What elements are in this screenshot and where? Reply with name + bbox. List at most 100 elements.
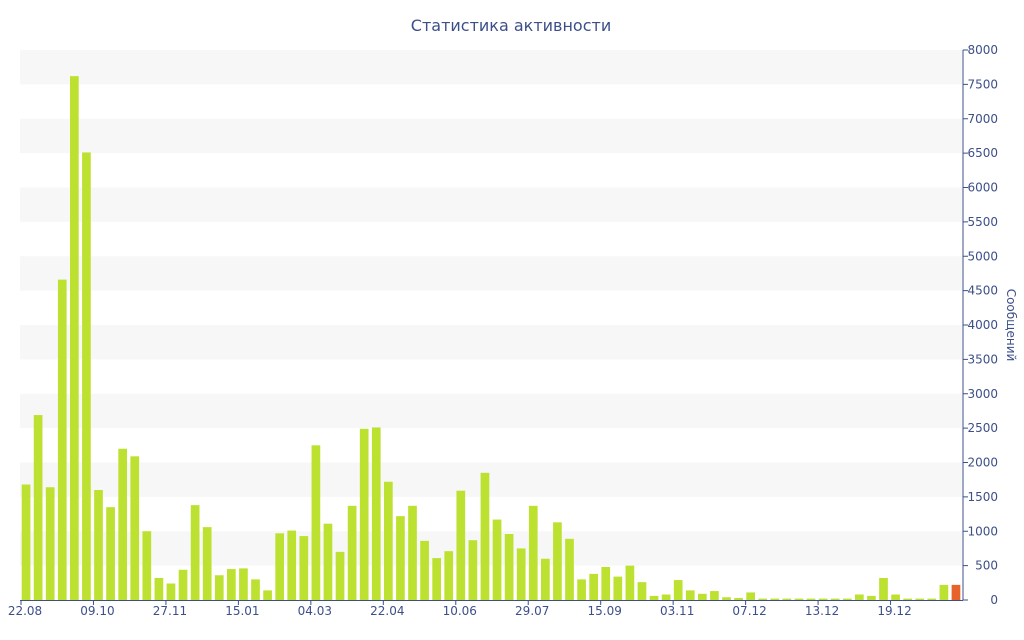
- bar[interactable]: [468, 540, 478, 600]
- y-tick-label: 8000: [967, 43, 998, 57]
- x-tick-label: 13.12: [805, 604, 839, 618]
- bar[interactable]: [504, 534, 514, 600]
- bar[interactable]: [661, 594, 671, 601]
- bar[interactable]: [553, 522, 562, 600]
- bar[interactable]: [384, 481, 393, 600]
- grid-band: [20, 187, 962, 222]
- bar[interactable]: [818, 598, 828, 601]
- bar[interactable]: [734, 597, 743, 600]
- bar[interactable]: [154, 578, 164, 600]
- bar[interactable]: [347, 505, 357, 600]
- bar[interactable]: [601, 567, 611, 600]
- bar[interactable]: [649, 595, 659, 601]
- bar[interactable]: [565, 538, 574, 600]
- bar[interactable]: [589, 573, 599, 601]
- x-tick-label: 04.03: [298, 604, 332, 618]
- y-tick-label: 4000: [967, 318, 998, 332]
- bar[interactable]: [480, 472, 490, 600]
- grid-band: [20, 256, 962, 291]
- x-axis: 22.08 09.10 27.11 15.01 04.03 22.04 10.06 29.07…: [8, 600, 963, 618]
- bar[interactable]: [130, 456, 140, 600]
- bar[interactable]: [456, 490, 466, 600]
- bar[interactable]: [118, 448, 128, 600]
- bar[interactable]: [82, 152, 91, 600]
- grid-band: [20, 118, 962, 154]
- bar[interactable]: [299, 536, 309, 600]
- bar[interactable]: [432, 558, 442, 600]
- bar[interactable]: [891, 594, 900, 601]
- bar[interactable]: [33, 415, 43, 600]
- bar[interactable]: [214, 575, 224, 600]
- bar[interactable]: [867, 595, 876, 601]
- bar[interactable]: [613, 576, 623, 601]
- bar[interactable]: [625, 565, 635, 601]
- bar[interactable]: [178, 569, 188, 600]
- bar-current[interactable]: [951, 584, 961, 601]
- bar[interactable]: [855, 594, 864, 601]
- bar[interactable]: [359, 428, 369, 600]
- bar[interactable]: [251, 579, 260, 601]
- bar[interactable]: [806, 598, 816, 601]
- x-tick-label: 03.11: [660, 604, 694, 618]
- bar[interactable]: [444, 551, 454, 600]
- bar[interactable]: [311, 445, 321, 600]
- y-tick-label: 6000: [967, 181, 998, 195]
- bar[interactable]: [57, 279, 67, 601]
- bar[interactable]: [637, 582, 647, 601]
- x-tick-label: 09.10: [80, 604, 114, 618]
- bar[interactable]: [275, 533, 285, 600]
- bar[interactable]: [263, 590, 272, 601]
- y-tick-label: 2000: [967, 456, 998, 470]
- bar[interactable]: [239, 568, 248, 601]
- y-tick-label: 7000: [967, 112, 998, 126]
- bar[interactable]: [698, 593, 707, 600]
- bar[interactable]: [758, 598, 768, 601]
- bar[interactable]: [541, 558, 550, 600]
- bar[interactable]: [903, 598, 913, 601]
- bar[interactable]: [673, 580, 683, 600]
- bar[interactable]: [879, 578, 888, 600]
- bar[interactable]: [939, 584, 949, 601]
- bar[interactable]: [323, 523, 333, 600]
- bar[interactable]: [94, 490, 103, 600]
- bar[interactable]: [516, 548, 526, 600]
- bar[interactable]: [190, 505, 200, 601]
- bar[interactable]: [927, 598, 937, 601]
- bar[interactable]: [227, 569, 236, 600]
- bar[interactable]: [794, 598, 804, 601]
- bar[interactable]: [746, 592, 756, 600]
- bar[interactable]: [915, 598, 925, 601]
- x-tick-label: 22.04: [370, 604, 404, 618]
- bar[interactable]: [722, 597, 731, 600]
- y-tick-label: 5500: [967, 215, 998, 229]
- y-tick-label: 1500: [967, 490, 998, 504]
- bar[interactable]: [70, 76, 79, 601]
- y-tick-label: 2500: [967, 421, 998, 435]
- bar[interactable]: [335, 551, 345, 601]
- bar[interactable]: [830, 598, 840, 601]
- bar[interactable]: [142, 531, 152, 600]
- bar[interactable]: [106, 507, 115, 600]
- bars-group: [21, 76, 961, 601]
- bar[interactable]: [21, 484, 31, 601]
- bar[interactable]: [770, 598, 780, 601]
- bar[interactable]: [492, 519, 502, 600]
- bar[interactable]: [287, 530, 297, 600]
- bar[interactable]: [782, 598, 792, 601]
- bar[interactable]: [710, 591, 719, 600]
- bar[interactable]: [371, 427, 381, 600]
- bar[interactable]: [166, 583, 176, 601]
- bar[interactable]: [528, 505, 538, 600]
- bar[interactable]: [202, 527, 212, 601]
- y-tick-label: 1000: [967, 524, 998, 538]
- bar[interactable]: [685, 590, 695, 601]
- bar[interactable]: [396, 516, 405, 601]
- bar[interactable]: [45, 487, 55, 600]
- y-axis-label: Сообщений: [1004, 289, 1018, 362]
- x-tick-label: 15.01: [225, 604, 259, 618]
- bar[interactable]: [408, 505, 417, 600]
- bar[interactable]: [577, 579, 586, 601]
- bar[interactable]: [420, 540, 429, 601]
- bar[interactable]: [842, 598, 852, 601]
